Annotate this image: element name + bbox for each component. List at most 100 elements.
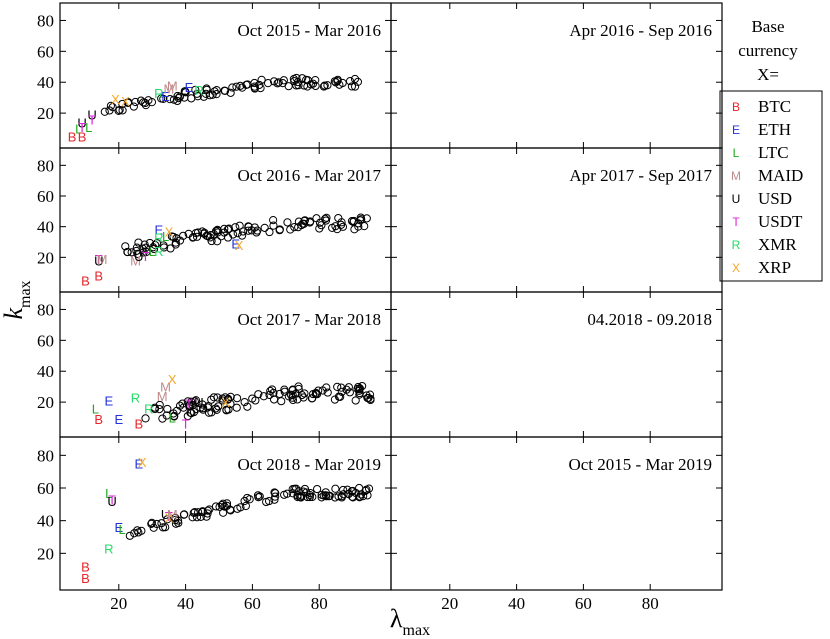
currency-marker-T: T xyxy=(78,120,86,135)
currency-marker-R: R xyxy=(154,230,163,245)
legend-label-eth: ETH xyxy=(758,120,791,139)
data-point xyxy=(336,220,346,229)
data-point xyxy=(173,96,182,106)
data-point xyxy=(118,106,127,115)
data-point xyxy=(315,218,325,227)
legend-marker-B: B xyxy=(732,100,740,114)
data-point xyxy=(166,244,175,253)
data-point xyxy=(171,515,180,525)
data-point xyxy=(255,492,264,501)
data-point xyxy=(222,499,232,508)
data-point xyxy=(275,389,284,399)
data-point xyxy=(100,107,109,116)
legend-label-xmr: XMR xyxy=(758,235,797,254)
data-point xyxy=(294,382,303,391)
currency-marker-U: U xyxy=(134,249,143,264)
panel-frame-8 xyxy=(390,436,723,591)
data-point xyxy=(137,526,146,535)
data-point xyxy=(353,77,363,86)
data-point xyxy=(199,229,209,238)
data-point xyxy=(321,216,331,225)
data-point xyxy=(314,386,323,395)
data-point xyxy=(179,510,189,519)
data-point xyxy=(288,485,297,494)
legend-label-usd: USD xyxy=(758,189,792,208)
panel-title-2: Apr 2016 - Sep 2016 xyxy=(569,21,712,40)
data-point xyxy=(207,236,216,246)
data-point xyxy=(288,393,297,402)
currency-marker-X: X xyxy=(235,238,244,253)
x-tick-label: 60 xyxy=(575,594,592,613)
currency-marker-T: T xyxy=(185,397,193,412)
data-point xyxy=(226,506,235,515)
data-point xyxy=(351,396,360,405)
data-point xyxy=(269,395,279,404)
data-point xyxy=(337,387,346,396)
data-point xyxy=(232,82,241,91)
data-point xyxy=(188,513,197,522)
data-point xyxy=(180,87,190,96)
y-tick-label: 60 xyxy=(37,42,54,61)
data-point xyxy=(203,509,212,518)
panel-title-6: 04.2018 - 09.2018 xyxy=(587,310,712,329)
data-point xyxy=(121,242,130,251)
data-point xyxy=(262,497,271,507)
data-point xyxy=(189,233,198,242)
currency-marker-U: U xyxy=(184,398,193,413)
data-point xyxy=(311,81,320,91)
data-point xyxy=(172,234,181,243)
data-point xyxy=(343,485,352,494)
currency-marker-R: R xyxy=(194,83,203,98)
currency-marker-X: X xyxy=(111,92,120,107)
data-point xyxy=(240,397,249,407)
legend-marker-U: U xyxy=(732,192,741,206)
currency-marker-E: E xyxy=(104,394,113,409)
data-point xyxy=(198,508,207,517)
data-point xyxy=(269,221,278,230)
legend-marker-X: X xyxy=(732,261,740,275)
data-point xyxy=(253,226,262,235)
x-axis-label-sub: max xyxy=(403,622,431,639)
data-point xyxy=(355,483,364,493)
data-point xyxy=(171,238,180,247)
data-point xyxy=(221,393,230,402)
data-point xyxy=(354,222,363,231)
currency-marker-R: R xyxy=(104,541,113,556)
currency-marker-E: E xyxy=(155,223,164,238)
panel-title-5: Oct 2017 - Mar 2018 xyxy=(237,310,381,329)
data-point xyxy=(207,408,216,417)
currency-marker-L: L xyxy=(85,120,92,135)
data-point xyxy=(138,244,147,253)
y-tick-label: 40 xyxy=(37,218,54,237)
data-point xyxy=(267,385,277,394)
data-point xyxy=(163,404,172,414)
currency-marker-T: T xyxy=(88,112,96,127)
data-point xyxy=(202,512,211,521)
data-point xyxy=(141,414,150,423)
data-point xyxy=(275,225,284,234)
data-point xyxy=(209,393,219,402)
y-tick-label: 60 xyxy=(37,331,54,350)
data-point xyxy=(307,394,317,403)
data-point xyxy=(205,91,214,100)
data-point xyxy=(212,85,221,95)
data-point xyxy=(248,394,257,403)
currency-marker-L: L xyxy=(169,411,176,426)
data-point xyxy=(217,500,226,510)
data-point xyxy=(333,382,342,391)
currency-marker-U: U xyxy=(87,108,96,123)
data-point xyxy=(180,93,189,102)
y-tick-label: 80 xyxy=(37,446,54,465)
data-point xyxy=(132,243,141,252)
data-point xyxy=(363,491,372,500)
currency-marker-T: T xyxy=(142,249,150,264)
data-point xyxy=(196,512,205,521)
currency-marker-L: L xyxy=(105,486,112,501)
data-point xyxy=(228,83,237,92)
data-point xyxy=(229,230,238,239)
currency-marker-X: X xyxy=(165,510,174,525)
data-point xyxy=(235,221,244,230)
data-point xyxy=(359,492,368,501)
currency-marker-R: R xyxy=(154,86,163,101)
y-tick-label: 40 xyxy=(37,512,54,531)
